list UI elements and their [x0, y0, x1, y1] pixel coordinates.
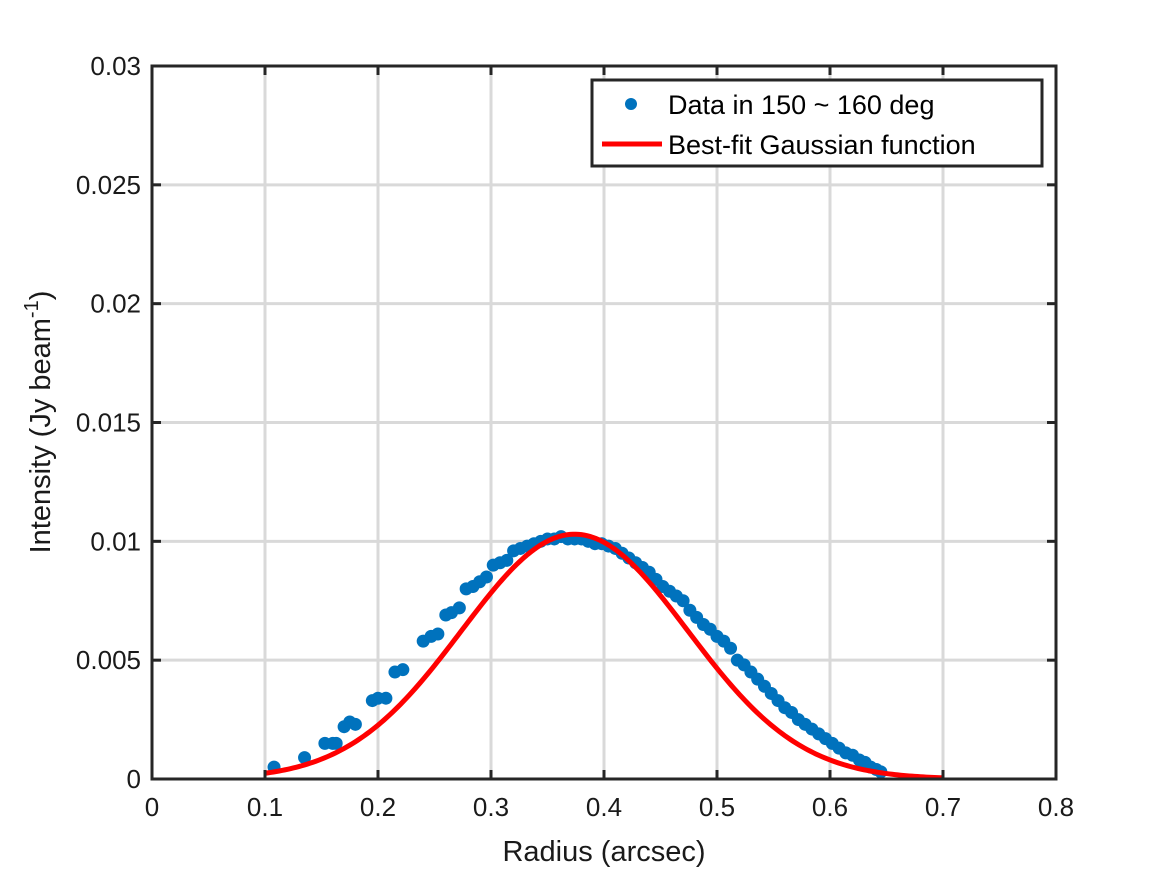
data-point: [379, 691, 393, 705]
data-point: [396, 663, 410, 677]
scatter-series: [267, 530, 888, 779]
series-layer: [264, 530, 944, 781]
legend-label-fit: Best-fit Gaussian function: [668, 130, 976, 160]
legend-label-data: Data in 150 ~ 160 deg: [668, 90, 934, 120]
x-tick-label: 0.6: [812, 792, 848, 822]
x-axis-label: Radius (arcsec): [502, 836, 705, 868]
x-tick-label: 0.5: [699, 792, 735, 822]
y-tick-label: 0.015: [76, 408, 141, 438]
data-point: [724, 641, 738, 655]
data-point: [479, 570, 493, 584]
y-tick-label: 0.02: [90, 289, 141, 319]
y-tick-label: 0.01: [90, 526, 141, 556]
data-point: [329, 736, 343, 750]
y-axis-label-close: ): [25, 291, 57, 301]
data-point: [348, 717, 362, 731]
y-tick-label: 0.005: [76, 645, 141, 675]
gaussian-fit-line: [264, 531, 944, 781]
x-tick-label: 0.3: [473, 792, 509, 822]
x-tick-label: 0.4: [586, 792, 622, 822]
y-axis-label-main: Intensity (Jy beam: [25, 318, 57, 553]
x-tick-label: 0.1: [247, 792, 283, 822]
legend: Data in 150 ~ 160 deg Best-fit Gaussian …: [590, 78, 1044, 168]
y-tick-label: 0.03: [90, 51, 141, 81]
x-tick-label: 0: [145, 792, 159, 822]
y-tick-label: 0: [127, 764, 141, 794]
data-point: [431, 627, 445, 641]
x-tick-label: 0.7: [925, 792, 961, 822]
data-point: [452, 601, 466, 615]
data-point: [298, 751, 312, 765]
data-point: [500, 553, 514, 567]
y-axis-label-superscript: -1: [21, 300, 43, 318]
ticks: [150, 64, 1058, 781]
x-tick-label: 0.2: [360, 792, 396, 822]
legend-marker-data: [625, 98, 637, 110]
y-axis-label: Intensity (Jy beam-1): [21, 291, 57, 554]
tick-labels: 0 0.1 0.2 0.3 0.4 0.5 0.6 0.7 0.8 0 0.005 0.01 0.015…: [76, 51, 1074, 822]
x-tick-label: 0.8: [1038, 792, 1074, 822]
y-tick-label: 0.025: [76, 170, 141, 200]
grid: [152, 66, 1056, 779]
data-point: [676, 594, 690, 608]
legend-box: [590, 78, 1044, 168]
